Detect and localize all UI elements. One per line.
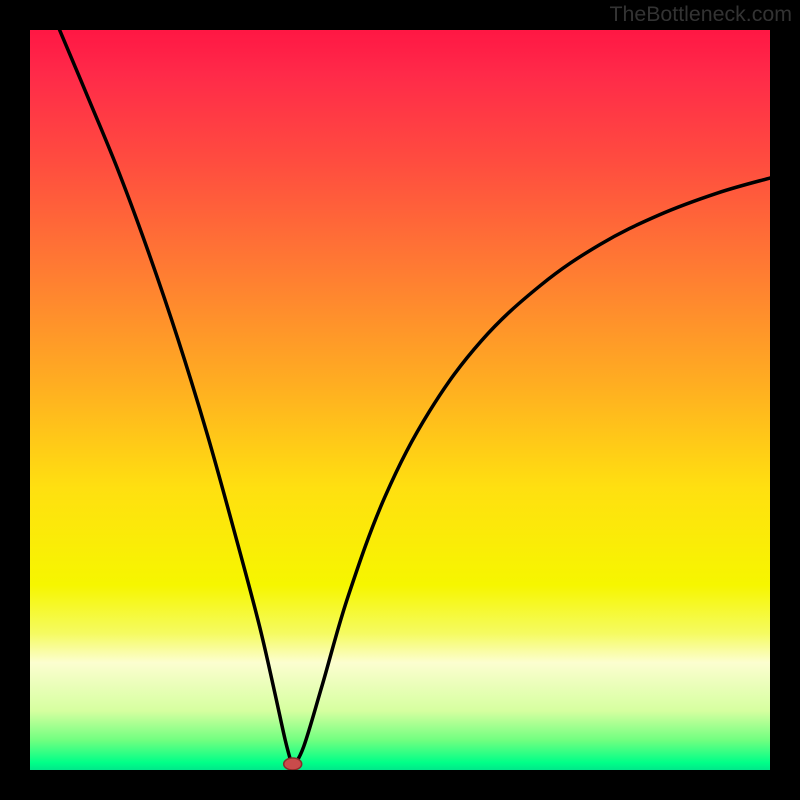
notch-marker xyxy=(284,758,302,770)
bottleneck-chart xyxy=(0,0,800,800)
watermark-text: TheBottleneck.com xyxy=(609,2,792,27)
chart-frame: TheBottleneck.com xyxy=(0,0,800,800)
plot-area xyxy=(30,30,770,770)
